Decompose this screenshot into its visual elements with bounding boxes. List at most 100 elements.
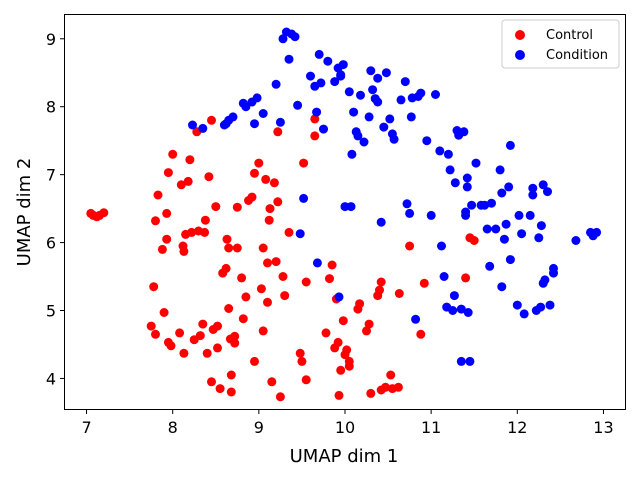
point-control xyxy=(250,168,259,178)
point-control xyxy=(342,345,352,355)
point-condition xyxy=(592,227,602,237)
point-condition xyxy=(505,255,515,265)
point-control xyxy=(325,274,334,284)
point-control xyxy=(416,329,426,339)
point-condition xyxy=(461,207,471,217)
point-control xyxy=(419,278,429,288)
point-control xyxy=(375,285,384,295)
point-condition xyxy=(323,56,333,66)
legend-marker-control xyxy=(515,30,525,40)
point-control xyxy=(364,319,374,329)
point-condition xyxy=(480,200,490,210)
point-condition xyxy=(400,77,410,87)
point-control xyxy=(157,244,167,254)
point-condition xyxy=(504,182,514,192)
point-condition xyxy=(538,180,548,190)
y-tick-label: 6 xyxy=(46,234,56,253)
point-control xyxy=(264,215,274,225)
point-control xyxy=(211,202,221,212)
point-condition xyxy=(336,70,346,80)
point-control xyxy=(232,202,242,212)
point-control xyxy=(179,246,189,256)
y-tick-label: 8 xyxy=(46,98,56,117)
point-condition xyxy=(385,114,395,124)
point-condition xyxy=(456,356,466,366)
point-control xyxy=(146,321,156,331)
point-control xyxy=(175,328,185,338)
point-condition xyxy=(411,314,421,324)
point-control xyxy=(149,282,159,292)
point-control xyxy=(275,392,285,402)
point-control xyxy=(226,370,236,380)
point-control xyxy=(230,338,240,348)
point-control xyxy=(327,260,337,270)
point-condition xyxy=(376,217,386,227)
point-condition xyxy=(439,272,449,281)
point-condition xyxy=(353,131,363,141)
point-condition xyxy=(316,78,326,88)
x-tick-label: 8 xyxy=(168,418,178,437)
point-control xyxy=(299,158,309,168)
point-control xyxy=(273,127,283,137)
point-condition xyxy=(443,149,453,159)
point-condition xyxy=(422,136,432,146)
point-condition xyxy=(252,93,262,103)
point-condition xyxy=(505,140,515,150)
point-control xyxy=(376,277,386,287)
point-control xyxy=(258,326,268,336)
point-condition xyxy=(241,102,251,112)
point-control xyxy=(301,277,311,287)
point-condition xyxy=(540,275,550,285)
point-condition xyxy=(465,356,475,366)
point-condition xyxy=(396,95,406,105)
point-condition xyxy=(389,134,399,144)
point-control xyxy=(362,326,371,336)
point-control xyxy=(200,227,210,237)
point-control xyxy=(381,382,390,392)
point-control xyxy=(163,168,173,178)
point-condition xyxy=(319,124,328,134)
point-condition xyxy=(368,85,378,95)
point-control xyxy=(394,289,404,298)
point-control xyxy=(153,190,163,200)
point-condition xyxy=(278,34,288,44)
point-control xyxy=(297,356,307,366)
point-control xyxy=(256,284,266,294)
point-condition xyxy=(549,263,558,273)
x-tick-label: 10 xyxy=(335,418,355,437)
point-control xyxy=(263,297,272,307)
point-control xyxy=(202,348,212,358)
point-condition xyxy=(406,112,416,122)
point-condition xyxy=(405,208,415,218)
point-condition xyxy=(517,229,527,239)
point-control xyxy=(213,321,222,331)
point-condition xyxy=(495,165,505,175)
point-condition xyxy=(271,79,281,89)
point-condition xyxy=(450,178,460,188)
point-control xyxy=(261,174,271,184)
y-tick-label: 7 xyxy=(46,166,56,185)
point-condition xyxy=(525,210,535,220)
point-condition xyxy=(462,182,472,192)
point-condition xyxy=(463,308,473,317)
point-control xyxy=(230,331,240,341)
point-condition xyxy=(456,304,466,314)
x-tick-label: 11 xyxy=(421,418,441,437)
point-control xyxy=(344,356,354,366)
point-control xyxy=(263,258,272,268)
point-control xyxy=(355,299,365,309)
point-control xyxy=(166,341,176,351)
point-condition xyxy=(275,117,285,127)
point-control xyxy=(207,377,216,387)
point-condition xyxy=(467,200,477,210)
point-control xyxy=(254,158,264,168)
point-control xyxy=(159,308,169,317)
point-condition xyxy=(536,221,546,231)
point-control xyxy=(222,234,232,244)
point-condition xyxy=(402,199,412,209)
point-condition xyxy=(330,77,340,87)
point-control xyxy=(336,365,346,375)
point-condition xyxy=(299,193,309,203)
point-condition xyxy=(519,309,529,319)
point-condition xyxy=(534,233,544,243)
